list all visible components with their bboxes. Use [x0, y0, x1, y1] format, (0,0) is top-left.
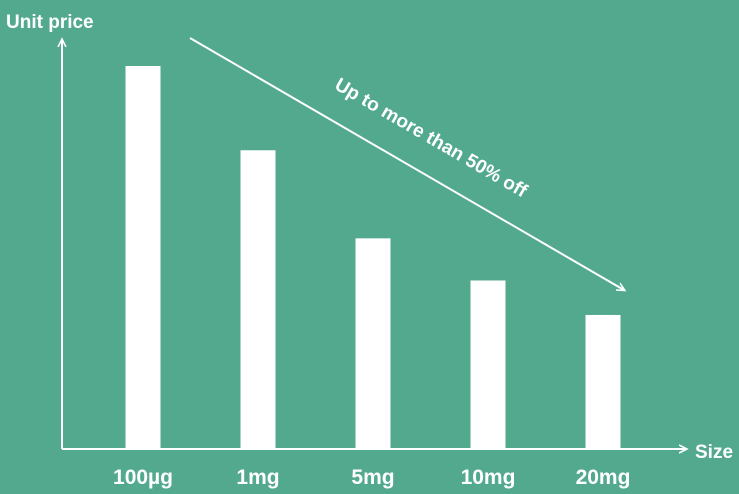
y-axis-label: Unit price [6, 12, 94, 33]
x-tick-label-1mg: 1mg [236, 466, 279, 489]
x-tick-label-5mg: 5mg [351, 466, 394, 489]
x-tick-label-20mg: 20mg [576, 466, 631, 489]
bar-100µg [125, 66, 161, 449]
bar-10mg [470, 280, 506, 449]
bar-20mg [585, 314, 621, 449]
x-tick-labels: 100µg 1mg 5mg 10mg 20mg [113, 466, 630, 489]
x-tick-label-10mg: 10mg [461, 466, 516, 489]
bar-5mg [355, 238, 391, 449]
x-axis-label: Size [695, 442, 733, 463]
bar-1mg [240, 150, 276, 449]
discount-arrow [189, 37, 624, 290]
x-tick-label-100µg: 100µg [113, 466, 173, 489]
bar-series [125, 66, 621, 449]
